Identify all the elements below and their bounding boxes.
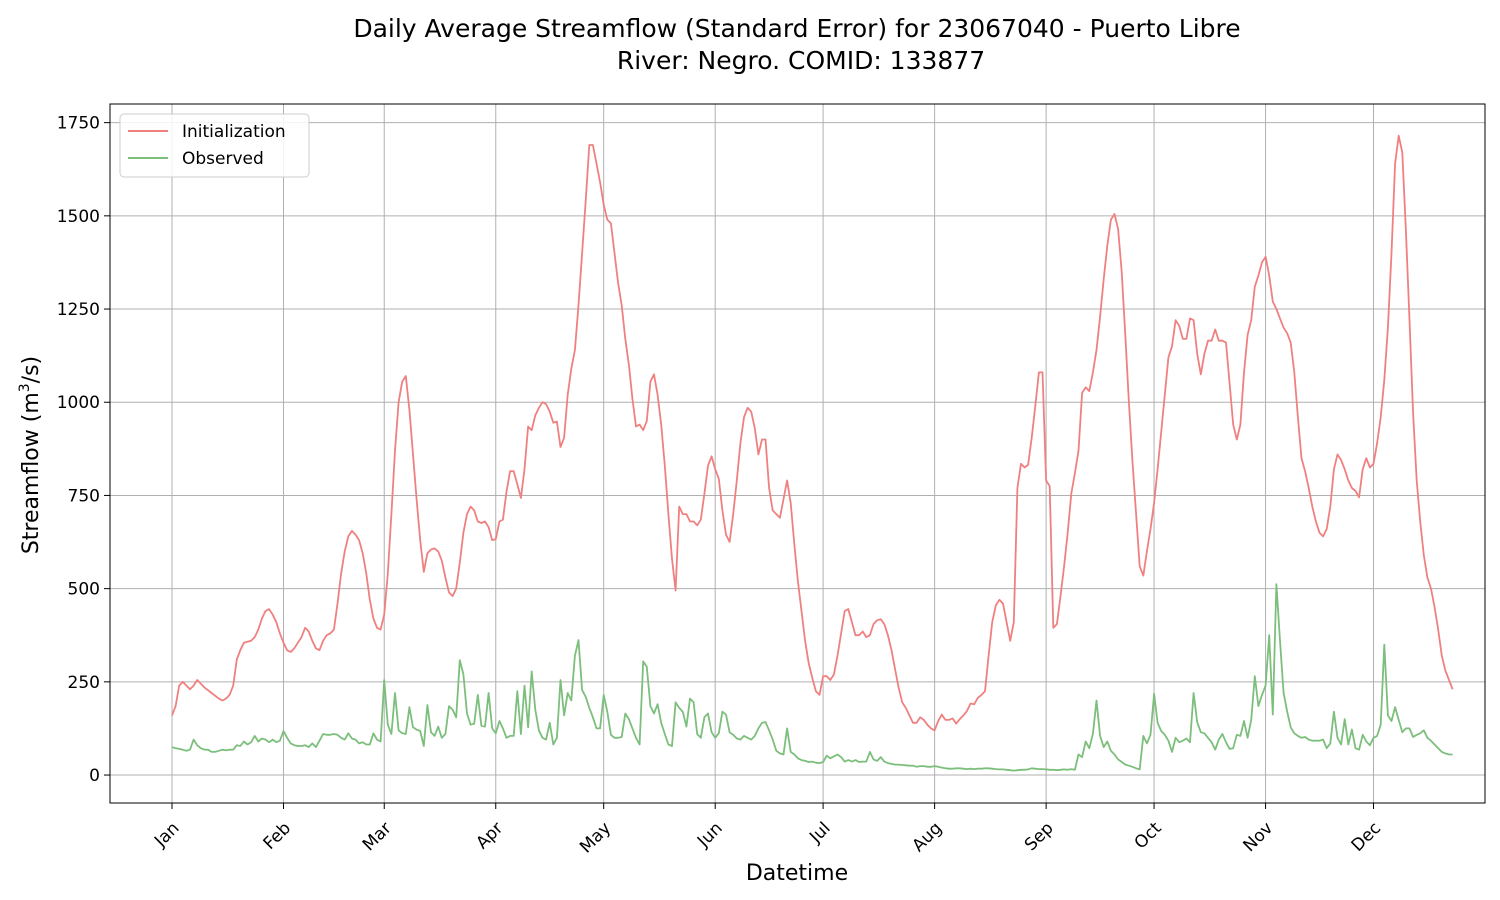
y-tick-label: 1500: [57, 207, 100, 227]
x-tick-label: Dec: [1348, 818, 1385, 855]
x-tick-label: Jul: [805, 818, 834, 847]
chart-title: Daily Average Streamflow (Standard Error…: [353, 14, 1240, 43]
x-tick-label: Mar: [359, 818, 396, 855]
x-tick-label: Feb: [260, 818, 295, 853]
y-axis-ticks: 0 250 500 750 1000 1250 1500 1750: [57, 114, 110, 786]
y-axis-label-main: Streamflow (m: [19, 392, 44, 554]
y-tick-label: 750: [68, 486, 100, 506]
y-axis-label-tail: /s): [19, 356, 44, 383]
legend-label-initialization: Initialization: [182, 122, 286, 142]
y-tick-label: 250: [68, 673, 100, 693]
x-tick-label: Jun: [693, 818, 727, 852]
y-axis-label-superscript: 3: [17, 383, 33, 392]
x-tick-label: Sep: [1021, 818, 1058, 855]
series-layer: [171, 134, 1454, 772]
grid-lines: [110, 104, 1485, 803]
y-tick-label: 1750: [57, 114, 100, 134]
x-tick-label: Jan: [150, 818, 183, 851]
chart-subtitle: River: Negro. COMID: 133877: [617, 46, 985, 75]
y-tick-label: 1000: [57, 393, 100, 413]
x-tick-label: May: [576, 818, 615, 857]
y-tick-label: 500: [68, 580, 100, 600]
legend-box: [119, 113, 310, 178]
x-tick-label: Nov: [1239, 818, 1277, 856]
y-axis-label: Streamflow (m3/s): [17, 356, 44, 554]
series-line-observed: [171, 583, 1453, 772]
x-tick-label: Apr: [472, 818, 507, 853]
plot-area-frame: [109, 103, 1486, 804]
x-axis-ticks: Jan Feb Mar Apr May Jun Jul Aug Sep Oct Nov Dec: [150, 803, 1385, 857]
y-tick-label: 1250: [57, 300, 100, 320]
x-tick-label: Aug: [909, 818, 947, 856]
x-tick-label: Oct: [1131, 818, 1166, 853]
series-line-initialization: [171, 134, 1454, 732]
y-tick-label: 0: [89, 766, 100, 786]
legend-label-observed: Observed: [182, 149, 264, 169]
legend: Initialization Observed: [119, 113, 310, 178]
x-axis-label: Datetime: [746, 861, 848, 886]
